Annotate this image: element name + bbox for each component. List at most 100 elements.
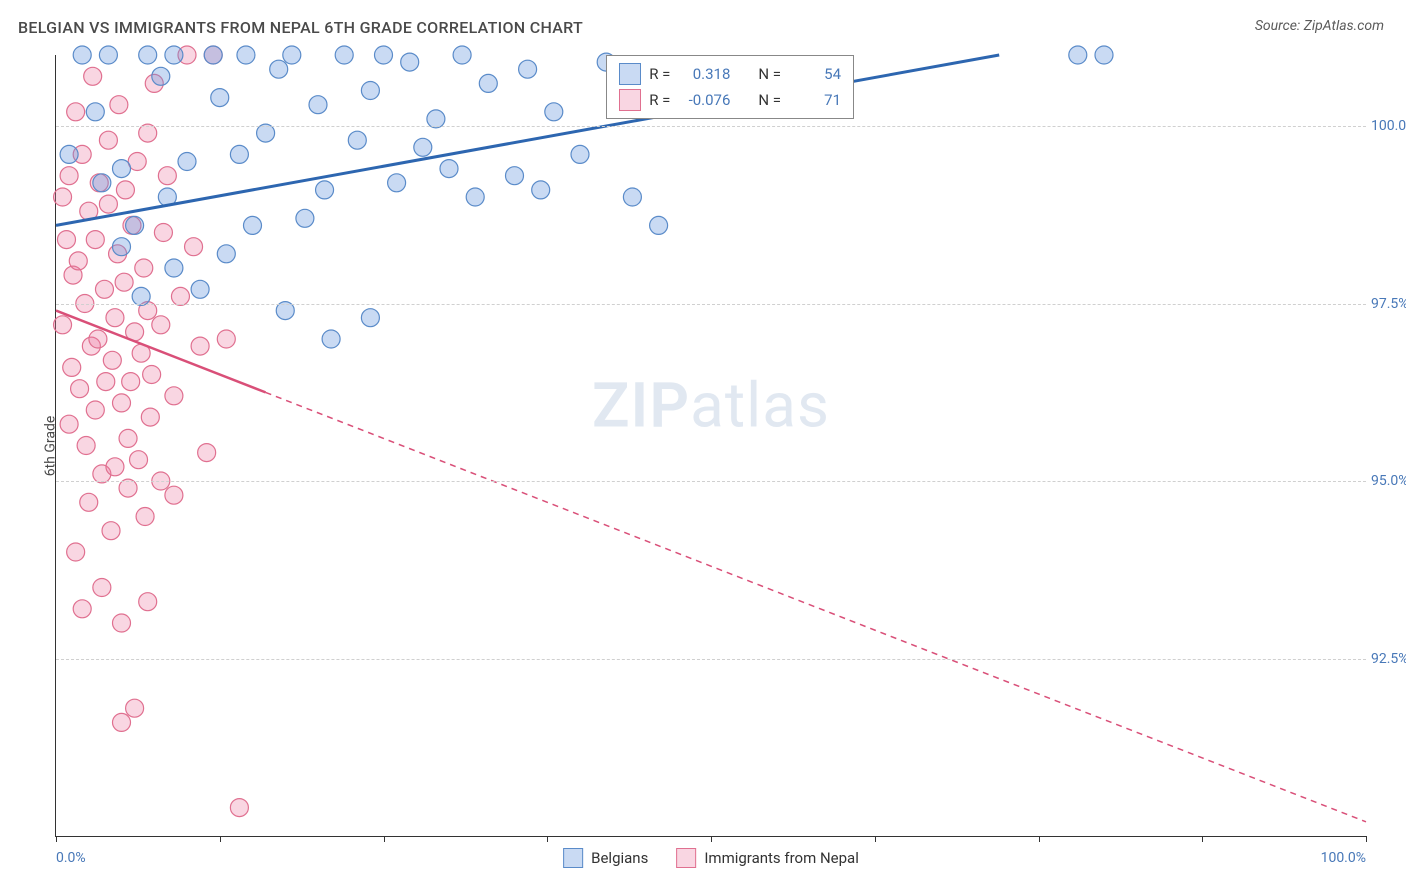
scatter-point — [119, 429, 137, 447]
r-label-2: R = — [649, 91, 670, 109]
scatter-point — [152, 316, 170, 334]
scatter-point — [283, 46, 301, 64]
scatter-point — [296, 209, 314, 227]
scatter-point — [466, 188, 484, 206]
xtick-mark — [547, 836, 548, 842]
scatter-point — [316, 181, 334, 199]
scatter-point — [126, 216, 144, 234]
scatter-point — [414, 138, 432, 156]
scatter-point — [440, 160, 458, 178]
scatter-point — [93, 174, 111, 192]
scatter-point — [93, 579, 111, 597]
scatter-point — [86, 231, 104, 249]
chart-title: BELGIAN VS IMMIGRANTS FROM NEPAL 6TH GRA… — [18, 18, 583, 37]
scatter-point — [97, 373, 115, 391]
scatter-point — [73, 600, 91, 618]
trend-line — [56, 55, 999, 225]
scatter-point — [126, 699, 144, 717]
legend-swatch-belgians — [563, 848, 583, 868]
scatter-point — [545, 103, 563, 121]
scatter-point — [115, 273, 133, 291]
scatter-point — [519, 60, 537, 78]
scatter-point — [99, 131, 117, 149]
scatter-point — [361, 82, 379, 100]
gridline — [56, 304, 1366, 305]
scatter-point — [198, 444, 216, 462]
scatter-point — [99, 46, 117, 64]
scatter-point — [191, 337, 209, 355]
scatter-point — [102, 522, 120, 540]
scatter-point — [375, 46, 393, 64]
ytick-label: 92.5% — [1371, 651, 1406, 667]
scatter-point — [89, 330, 107, 348]
scatter-point — [67, 103, 85, 121]
scatter-point — [69, 252, 87, 270]
n-value-1: 54 — [789, 65, 841, 83]
legend-swatch-nepal — [676, 848, 696, 868]
scatter-point — [650, 216, 668, 234]
scatter-point — [309, 96, 327, 114]
scatter-point — [158, 167, 176, 185]
scatter-point — [113, 394, 131, 412]
scatter-point — [1069, 46, 1087, 64]
scatter-point — [57, 231, 75, 249]
scatter-point — [135, 259, 153, 277]
scatter-point — [165, 259, 183, 277]
ytick-label: 97.5% — [1371, 296, 1406, 312]
scatter-point — [623, 188, 641, 206]
scatter-point — [67, 543, 85, 561]
ytick-label: 95.0% — [1371, 473, 1406, 489]
xtick-mark — [1366, 836, 1367, 842]
xtick-mark — [711, 836, 712, 842]
scatter-point — [139, 593, 157, 611]
scatter-point — [122, 373, 140, 391]
scatter-point — [136, 508, 154, 526]
scatter-point — [80, 493, 98, 511]
scatter-point — [211, 89, 229, 107]
scatter-point — [335, 46, 353, 64]
scatter-point — [401, 53, 419, 71]
stats-swatch-belgians — [619, 63, 641, 85]
scatter-point — [191, 280, 209, 298]
scatter-point — [113, 160, 131, 178]
r-label-1: R = — [649, 65, 670, 83]
stats-box: R = 0.318 N = 54 R = -0.076 N = 71 — [606, 55, 854, 119]
scatter-point — [178, 153, 196, 171]
scatter-point — [143, 366, 161, 384]
stats-row-nepal: R = -0.076 N = 71 — [619, 87, 841, 113]
xtick-mark — [384, 836, 385, 842]
scatter-point — [361, 309, 379, 327]
scatter-point — [322, 330, 340, 348]
chart-container: BELGIAN VS IMMIGRANTS FROM NEPAL 6TH GRA… — [0, 0, 1406, 892]
scatter-point — [217, 330, 235, 348]
scatter-point — [110, 96, 128, 114]
scatter-point — [165, 486, 183, 504]
plot-area: ZIPatlas R = 0.318 N = 54 R = -0.076 N =… — [55, 55, 1366, 837]
trend-line-dashed — [266, 392, 1366, 821]
legend: Belgians Immigrants from Nepal — [563, 848, 859, 868]
scatter-point — [139, 46, 157, 64]
scatter-point — [113, 713, 131, 731]
scatter-point — [77, 437, 95, 455]
scatter-point — [63, 358, 81, 376]
r-value-1: 0.318 — [678, 65, 730, 83]
source-label: Source: ZipAtlas.com — [1255, 18, 1384, 34]
xtick-mark — [875, 836, 876, 842]
scatter-point — [73, 46, 91, 64]
scatter-point — [237, 46, 255, 64]
xtick-label: 100.0% — [1321, 850, 1366, 866]
legend-item-belgians: Belgians — [563, 848, 648, 868]
scatter-point — [103, 351, 121, 369]
legend-item-nepal: Immigrants from Nepal — [676, 848, 859, 868]
scatter-point — [106, 458, 124, 476]
stats-row-belgians: R = 0.318 N = 54 — [619, 61, 841, 87]
scatter-point — [204, 46, 222, 64]
scatter-point — [152, 67, 170, 85]
scatter-point — [130, 451, 148, 469]
xtick-label: 0.0% — [56, 850, 86, 866]
scatter-point — [532, 181, 550, 199]
n-value-2: 71 — [789, 91, 841, 109]
scatter-point — [86, 103, 104, 121]
legend-label-belgians: Belgians — [591, 849, 648, 867]
scatter-point — [165, 387, 183, 405]
